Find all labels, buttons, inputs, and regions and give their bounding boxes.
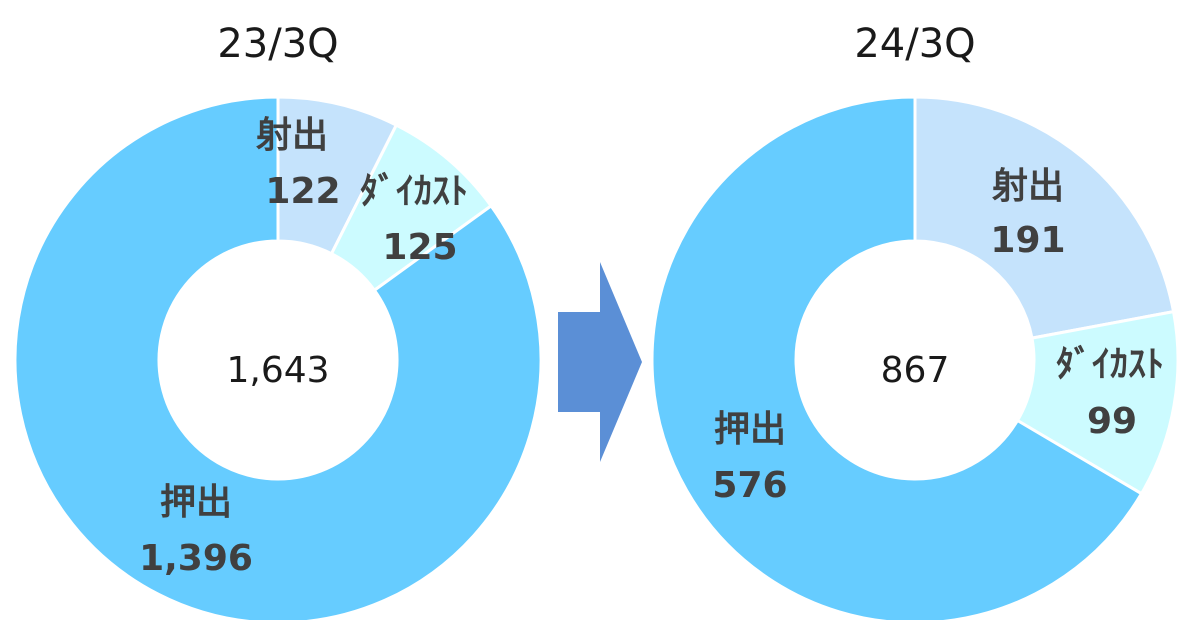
- slice-label-value-right-2: 576: [712, 465, 787, 506]
- donut-total-right: 867: [881, 350, 950, 391]
- slice-label-value-right-0: 191: [990, 220, 1065, 261]
- donut-total-left: 1,643: [226, 350, 329, 391]
- slice-label-name-left-2: 押出: [160, 482, 232, 523]
- slice-label-name-right-1: ﾀﾞｲｶｽﾄ: [1056, 343, 1164, 385]
- donut-slice-left-2: [13, 95, 543, 620]
- slice-label-name-left-1: ﾀﾞｲｶｽﾄ: [360, 170, 468, 212]
- chart-title-left: 23/3Q: [217, 21, 338, 67]
- donut-slice-right-0: [913, 95, 1176, 340]
- right-arrow-icon: [558, 262, 642, 462]
- slice-label-value-left-0: 122: [265, 171, 340, 212]
- donut-chart-right: [650, 95, 1180, 620]
- donut-chart-left: [13, 95, 543, 620]
- slice-label-name-left-0: 射出: [256, 115, 328, 156]
- slice-label-value-left-2: 1,396: [139, 538, 253, 579]
- slice-label-name-right-0: 射出: [992, 166, 1064, 207]
- slice-label-value-right-1: 99: [1087, 401, 1137, 442]
- chart-title-right: 24/3Q: [854, 21, 975, 67]
- slice-label-name-right-2: 押出: [714, 409, 786, 450]
- donut-slice-right-2: [650, 95, 1144, 620]
- slice-label-value-left-1: 125: [382, 227, 457, 268]
